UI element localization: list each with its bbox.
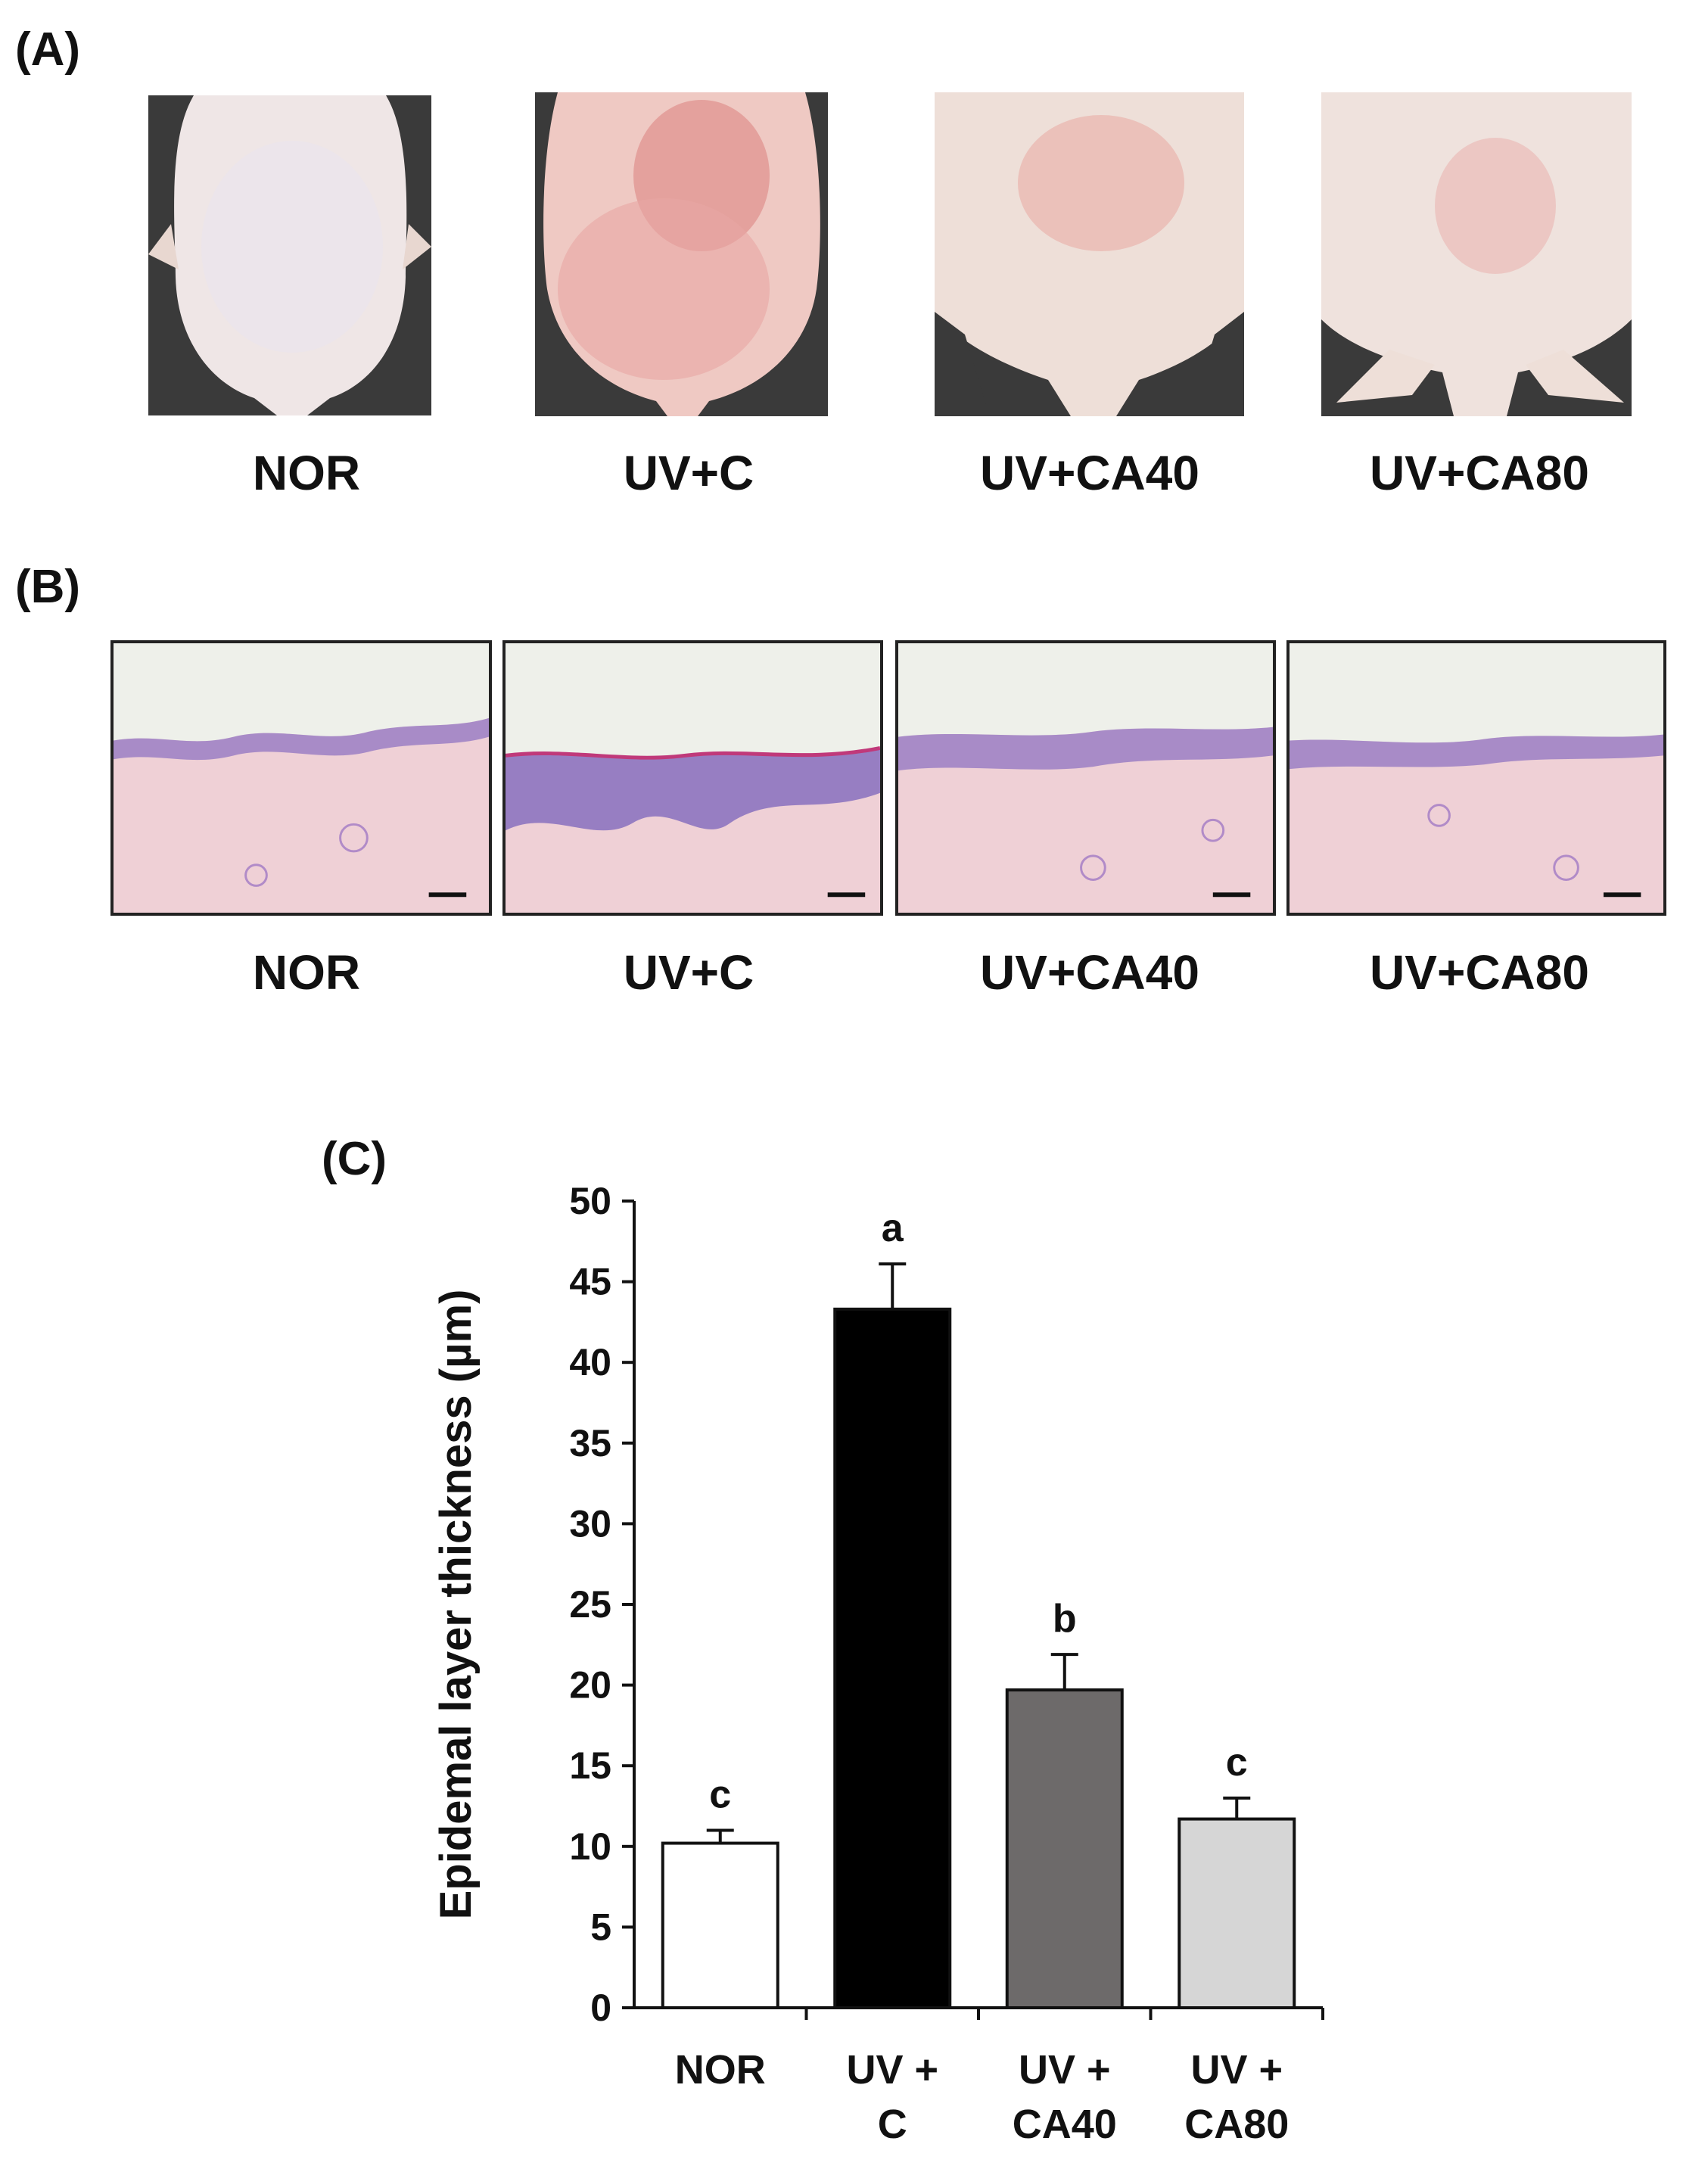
significance-label-2: b [1053, 1597, 1077, 1641]
histology-image-nor [110, 640, 492, 916]
bar-2 [1005, 1688, 1124, 2010]
y-tick-label-45: 45 [569, 1261, 611, 1303]
panel-a-caption-uv-c: UV+C [623, 446, 754, 500]
panel-b-caption-uv-c: UV+C [623, 945, 754, 1000]
mouse-photo-nor [148, 95, 431, 415]
x-tick-label-2-1: CA40 [1013, 2102, 1117, 2147]
panel-a-label: (A) [15, 23, 81, 76]
x-tick-label-1-0: UV + [846, 2047, 938, 2093]
bar-1 [833, 1307, 952, 2009]
y-tick-label-50: 50 [569, 1180, 611, 1222]
mouse-photo-uv-ca40 [935, 92, 1244, 416]
y-tick-label-35: 35 [569, 1422, 611, 1464]
bar-0 [661, 1841, 779, 2009]
y-tick-label-0: 0 [590, 1987, 611, 2029]
significance-label-3: c [1226, 1741, 1248, 1785]
panel-b-label: (B) [15, 561, 81, 613]
panel-a-caption-uv-ca40: UV+CA40 [980, 446, 1199, 500]
histology-image-uv-c [502, 640, 883, 916]
x-tick-label-3-0: UV + [1190, 2047, 1283, 2093]
x-tick-label-0-0: NOR [675, 2047, 766, 2093]
panel-b-caption-uv-ca80: UV+CA80 [1370, 945, 1589, 1000]
panel-c-label: (C) [322, 1133, 387, 1185]
x-tick-label-3-1: CA80 [1184, 2102, 1289, 2147]
panel-b-caption-nor: NOR [252, 945, 361, 1000]
bar-3 [1178, 1817, 1296, 2009]
y-tick-label-20: 20 [569, 1664, 611, 1707]
y-tick-label-30: 30 [569, 1502, 611, 1545]
y-axis-label: Epidemal layer thickness (µm) [431, 1290, 481, 1920]
panel-a-caption-uv-ca80: UV+CA80 [1370, 446, 1589, 500]
y-tick-label-25: 25 [569, 1583, 611, 1626]
y-tick-label-5: 5 [590, 1906, 611, 1948]
mouse-photo-uv-c [535, 92, 828, 416]
y-tick-label-10: 10 [569, 1825, 611, 1868]
x-tick-label-2-0: UV + [1019, 2047, 1111, 2093]
significance-label-0: c [709, 1772, 731, 1816]
significance-label-1: a [882, 1206, 904, 1250]
histology-image-uv-ca40 [895, 640, 1276, 916]
x-tick-label-1-1: C [878, 2102, 907, 2147]
panel-b-caption-uv-ca40: UV+CA40 [980, 945, 1199, 1000]
panel-a-caption-nor: NOR [252, 446, 361, 500]
y-tick-label-15: 15 [569, 1744, 611, 1787]
histology-image-uv-ca80 [1286, 640, 1666, 916]
mouse-photo-uv-ca80 [1321, 92, 1632, 416]
y-tick-label-40: 40 [569, 1341, 611, 1383]
